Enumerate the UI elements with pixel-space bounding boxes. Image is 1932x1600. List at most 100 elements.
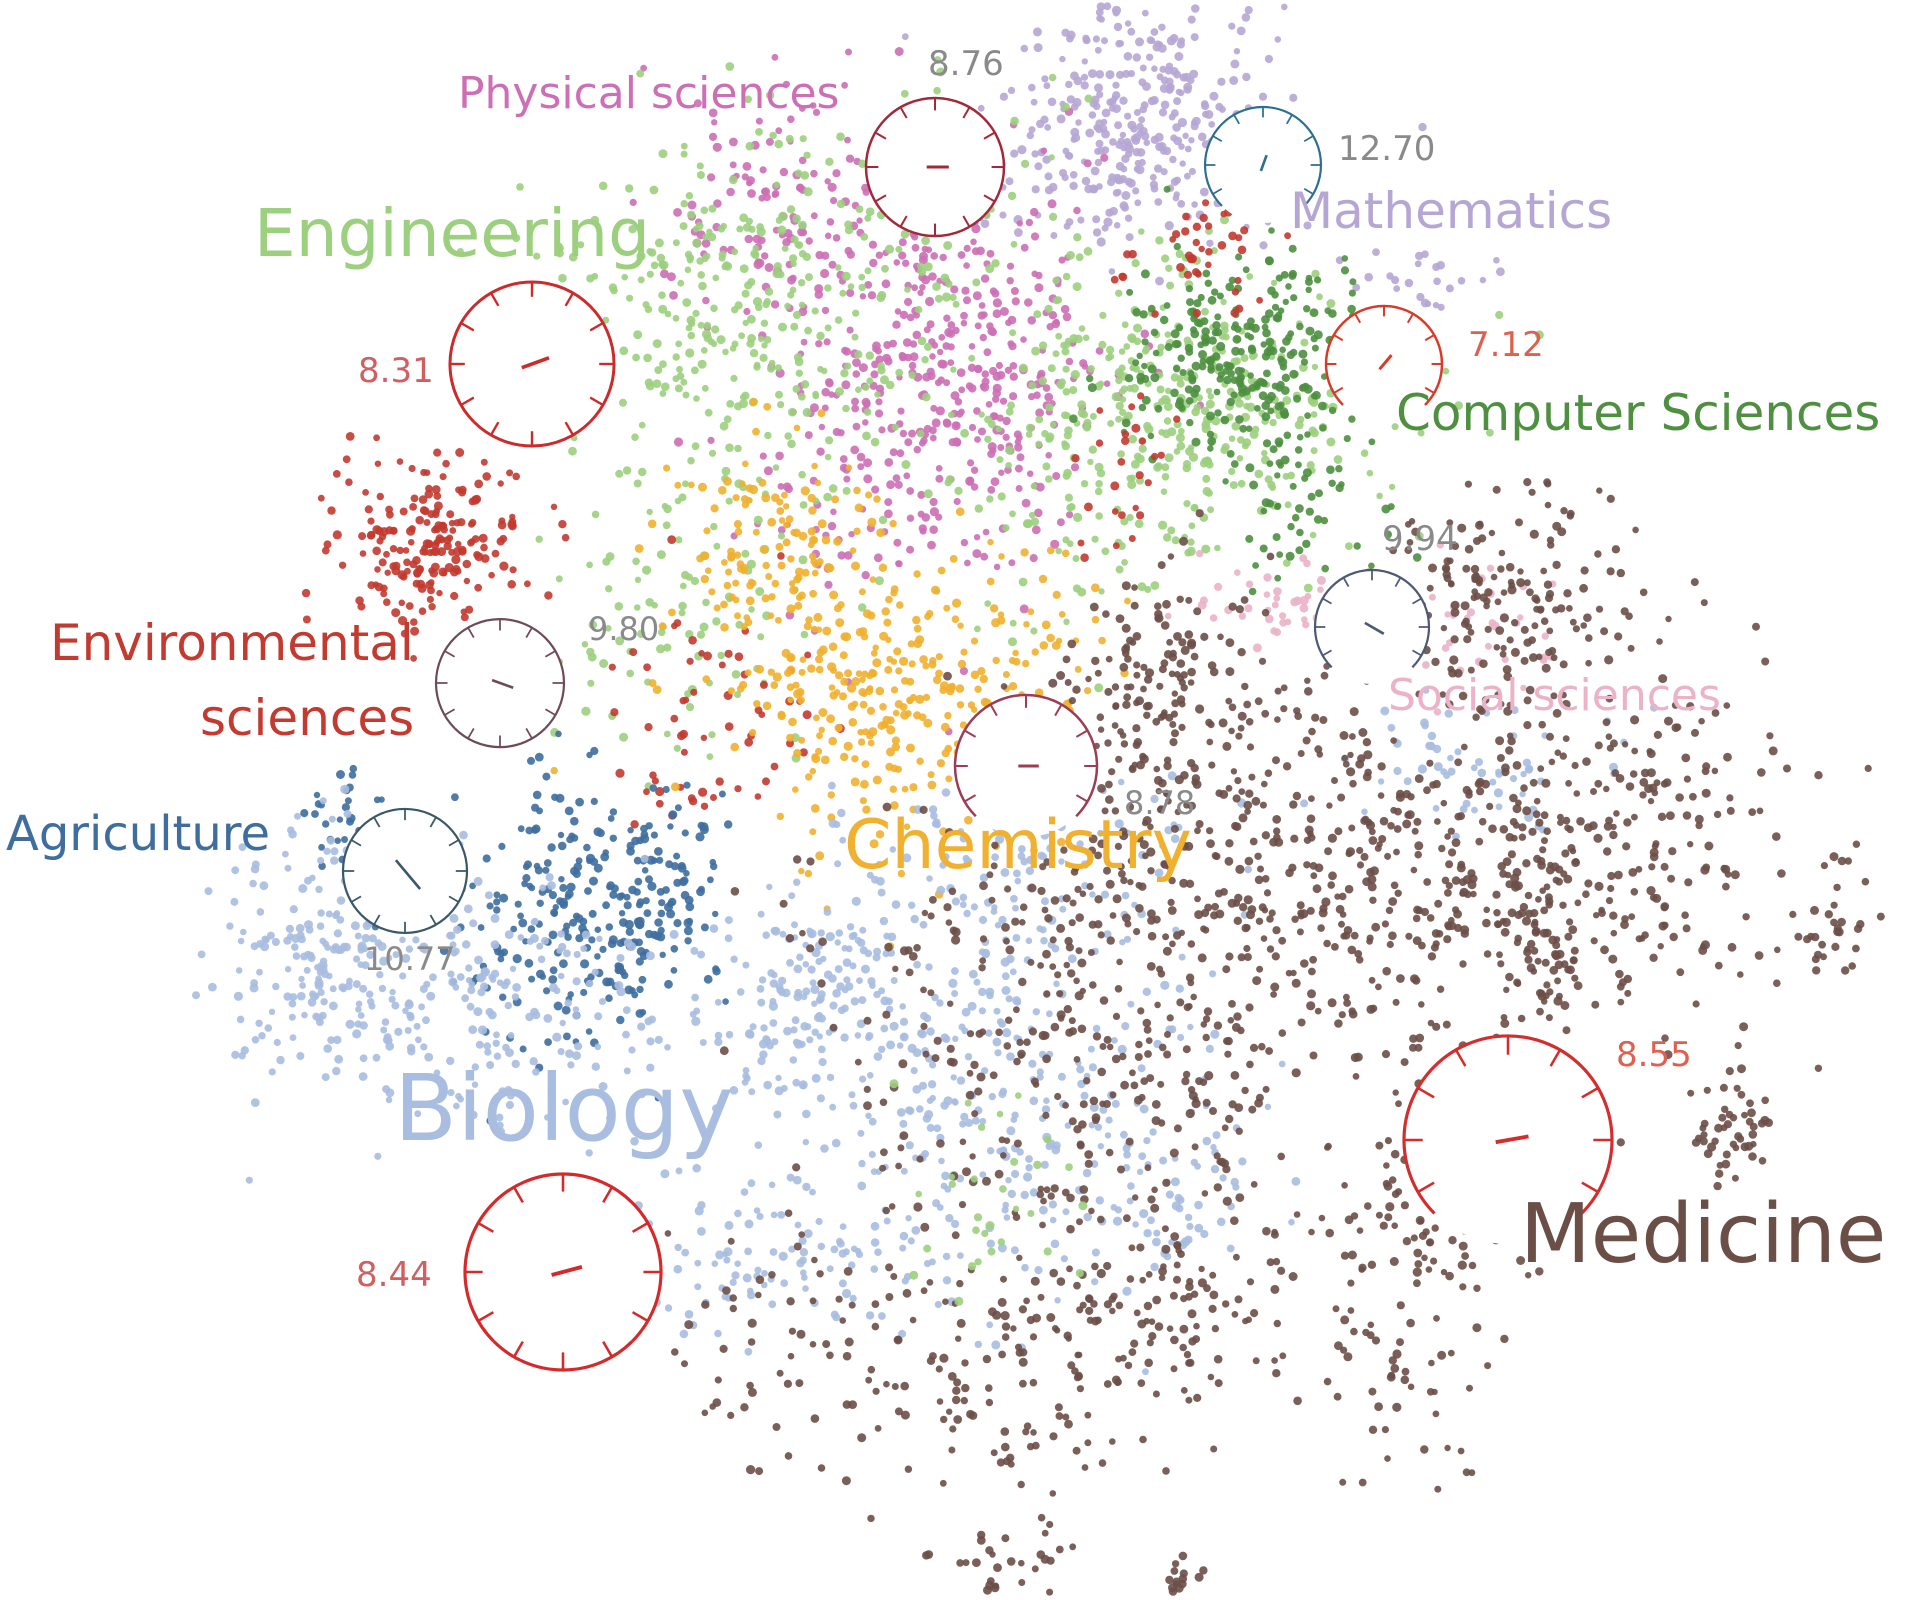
point-math xyxy=(1094,83,1103,93)
point-chemistry xyxy=(777,561,786,570)
point-engineering xyxy=(1073,512,1083,523)
point-engineering xyxy=(1008,637,1017,647)
point-biology xyxy=(938,1157,945,1165)
point-biology xyxy=(981,950,990,959)
point-biology xyxy=(249,983,259,993)
point-biology xyxy=(1519,790,1526,798)
point-chemistry xyxy=(799,656,807,663)
point-biology xyxy=(1023,1172,1033,1182)
point-biology xyxy=(796,953,804,961)
point-cs xyxy=(1163,185,1171,193)
point-medicine xyxy=(1185,596,1193,604)
point-chemistry xyxy=(1012,649,1019,657)
point-biology xyxy=(936,999,944,1007)
point-math xyxy=(1149,173,1157,181)
point-math xyxy=(977,104,985,112)
point-engineering xyxy=(717,651,725,660)
point-math xyxy=(1124,177,1133,186)
point-engineering xyxy=(1107,420,1115,427)
point-cs xyxy=(1275,459,1283,467)
point-engineering xyxy=(1164,453,1174,463)
point-chemistry xyxy=(810,558,818,565)
point-env xyxy=(431,547,441,556)
point-physical xyxy=(929,434,937,442)
point-physical xyxy=(799,105,806,112)
point-biology xyxy=(1495,768,1503,776)
point-agriculture xyxy=(618,910,626,917)
point-engineering xyxy=(1242,438,1252,447)
point-agriculture xyxy=(531,824,541,834)
point-engineering xyxy=(1045,475,1053,483)
point-physical xyxy=(929,497,938,507)
point-biology xyxy=(766,1041,774,1050)
point-biology xyxy=(1088,1121,1096,1129)
point-medicine xyxy=(1543,478,1551,487)
point-engineering xyxy=(1203,457,1213,466)
point-agriculture xyxy=(712,967,721,976)
point-biology xyxy=(744,1219,754,1229)
point-math xyxy=(1010,149,1019,158)
point-social xyxy=(1271,601,1279,609)
point-engineering xyxy=(696,630,706,639)
point-biology xyxy=(291,934,301,943)
point-math xyxy=(1202,110,1209,118)
point-medicine xyxy=(1121,581,1131,591)
point-cs xyxy=(1121,418,1131,428)
point-physical xyxy=(782,482,792,492)
point-agriculture xyxy=(638,975,647,984)
point-physical xyxy=(971,224,981,234)
point-engineering xyxy=(728,175,738,185)
point-biology xyxy=(1152,1237,1161,1247)
point-biology xyxy=(848,1091,856,1099)
point-cs xyxy=(1177,354,1185,362)
point-physical xyxy=(726,187,735,197)
point-engineering xyxy=(634,604,641,611)
point-engineering xyxy=(1201,424,1211,434)
point-math xyxy=(1111,5,1122,15)
point-biology xyxy=(381,1018,390,1026)
point-engineering xyxy=(659,260,669,270)
point-agriculture xyxy=(703,974,713,984)
point-chemistry xyxy=(833,689,841,696)
point-medicine xyxy=(1531,622,1539,630)
point-agriculture xyxy=(549,966,558,975)
point-chemistry xyxy=(727,687,736,695)
point-biology xyxy=(724,934,733,943)
point-env xyxy=(649,771,657,779)
point-medicine xyxy=(1426,584,1434,592)
point-env xyxy=(454,567,462,575)
point-physical xyxy=(947,321,956,329)
point-math xyxy=(1117,40,1125,47)
point-biology xyxy=(585,1149,593,1157)
point-biology xyxy=(825,932,835,942)
point-cs xyxy=(1184,344,1194,353)
point-chemistry xyxy=(813,714,820,722)
point-chemistry xyxy=(885,636,892,643)
point-biology xyxy=(995,834,1005,845)
point-math xyxy=(1106,98,1114,106)
point-engineering xyxy=(1326,299,1336,308)
point-biology xyxy=(296,1052,305,1060)
point-chemistry xyxy=(817,409,826,418)
point-physical xyxy=(708,132,718,141)
point-engineering xyxy=(917,336,927,346)
point-engineering xyxy=(851,333,859,341)
point-engineering xyxy=(718,254,726,262)
point-math xyxy=(1135,37,1144,47)
point-engineering xyxy=(1454,401,1463,410)
point-cs xyxy=(1276,551,1284,558)
point-physical xyxy=(998,469,1005,476)
point-physical xyxy=(863,474,873,484)
point-env xyxy=(389,545,398,553)
point-medicine xyxy=(1257,865,1264,873)
point-biology xyxy=(383,1033,392,1042)
point-medicine xyxy=(979,957,987,964)
point-physical xyxy=(821,387,830,397)
point-math xyxy=(1005,177,1014,186)
point-chemistry xyxy=(775,542,784,551)
point-chemistry xyxy=(815,851,825,861)
point-env xyxy=(431,485,441,494)
point-biology xyxy=(449,941,457,949)
point-math xyxy=(1168,113,1176,121)
point-medicine xyxy=(1559,660,1568,669)
